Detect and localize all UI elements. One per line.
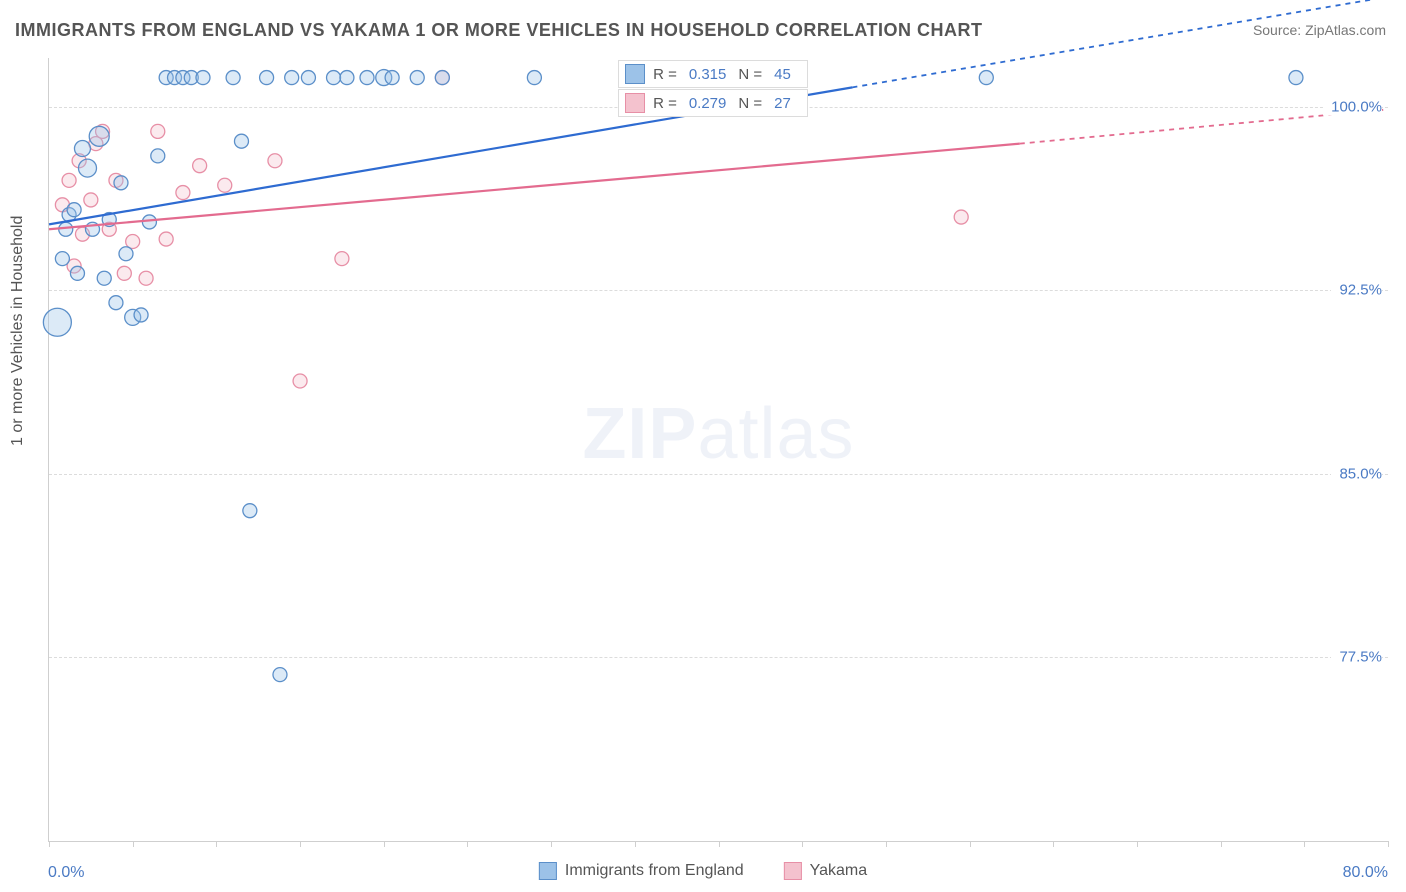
scatter-point (70, 266, 84, 280)
x-tick (133, 841, 134, 847)
x-tick (1221, 841, 1222, 847)
scatter-point (139, 271, 153, 285)
scatter-point (78, 159, 96, 177)
stat-value: 0.279 (685, 95, 731, 112)
legend-label-england: Immigrants from England (565, 862, 744, 880)
x-tick (886, 841, 887, 847)
scatter-point (301, 71, 315, 85)
scatter-point (218, 178, 232, 192)
legend-label-yakama: Yakama (810, 862, 868, 880)
scatter-point (67, 203, 81, 217)
scatter-point (293, 374, 307, 388)
scatter-point (410, 71, 424, 85)
scatter-point (268, 154, 282, 168)
swatch-blue-icon (539, 862, 557, 880)
stat-label: R = (653, 66, 677, 83)
scatter-point (196, 71, 210, 85)
scatter-point (114, 176, 128, 190)
y-tick-label: 100.0% (1323, 98, 1382, 115)
scatter-point (74, 141, 90, 157)
stat-value: 0.315 (685, 66, 731, 83)
scatter-point (55, 252, 69, 266)
scatter-point (285, 71, 299, 85)
x-tick (970, 841, 971, 847)
scatter-point (159, 232, 173, 246)
scatter-point (134, 308, 148, 322)
stat-box-yakama: R = 0.279 N = 27 (618, 89, 808, 117)
scatter-point (151, 124, 165, 138)
scatter-point (109, 296, 123, 310)
scatter-point (117, 266, 131, 280)
gridline (49, 657, 1388, 658)
plot-svg (49, 58, 1388, 841)
scatter-point (273, 668, 287, 682)
swatch-pink-icon (784, 862, 802, 880)
y-tick-label: 92.5% (1331, 282, 1382, 299)
x-tick (467, 841, 468, 847)
scatter-point (335, 252, 349, 266)
x-tick (802, 841, 803, 847)
scatter-point (89, 126, 109, 146)
scatter-point (62, 173, 76, 187)
scatter-point (234, 134, 248, 148)
chart-source: Source: ZipAtlas.com (1253, 22, 1386, 38)
scatter-point (260, 71, 274, 85)
stat-value: 45 (770, 66, 795, 83)
stat-label: N = (738, 66, 762, 83)
chart-title: IMMIGRANTS FROM ENGLAND VS YAKAMA 1 OR M… (15, 20, 983, 41)
scatter-point (84, 193, 98, 207)
x-tick (635, 841, 636, 847)
legend-item-england: Immigrants from England (539, 862, 744, 880)
scatter-point (176, 186, 190, 200)
x-tick (384, 841, 385, 847)
plot-area: ZIPatlas 77.5%85.0%92.5%100.0%R =0.315N … (48, 58, 1388, 842)
x-tick (300, 841, 301, 847)
scatter-point (1289, 71, 1303, 85)
scatter-point (243, 504, 257, 518)
y-tick-label: 77.5% (1331, 649, 1382, 666)
scatter-point (151, 149, 165, 163)
x-tick (551, 841, 552, 847)
scatter-point (954, 210, 968, 224)
x-tick (49, 841, 50, 847)
x-tick (216, 841, 217, 847)
legend-bottom: Immigrants from England Yakama (539, 862, 867, 880)
y-axis-title: 1 or more Vehicles in Household (9, 216, 27, 446)
stat-label: R = (653, 95, 677, 112)
gridline (49, 474, 1388, 475)
swatch-icon (625, 64, 645, 84)
x-axis-min-label: 0.0% (48, 864, 84, 882)
scatter-point (979, 71, 993, 85)
stat-box-england: R = 0.315 N = 45 (618, 60, 808, 88)
scatter-point (527, 71, 541, 85)
scatter-point (435, 71, 449, 85)
x-tick (1053, 841, 1054, 847)
x-tick (719, 841, 720, 847)
scatter-point (385, 71, 399, 85)
x-tick (1137, 841, 1138, 847)
x-tick (1304, 841, 1305, 847)
swatch-icon (625, 93, 645, 113)
trend-line-dashed (852, 0, 1388, 87)
stat-value: 27 (770, 95, 795, 112)
legend-item-yakama: Yakama (784, 862, 868, 880)
scatter-point (327, 71, 341, 85)
scatter-point (226, 71, 240, 85)
x-axis-max-label: 80.0% (1343, 864, 1388, 882)
x-tick (1388, 841, 1389, 847)
scatter-point (193, 159, 207, 173)
trend-line (49, 144, 1020, 230)
y-tick-label: 85.0% (1331, 465, 1382, 482)
scatter-point (43, 308, 71, 336)
stat-label: N = (738, 95, 762, 112)
gridline (49, 290, 1388, 291)
scatter-point (97, 271, 111, 285)
scatter-point (119, 247, 133, 261)
scatter-point (360, 71, 374, 85)
scatter-point (340, 71, 354, 85)
